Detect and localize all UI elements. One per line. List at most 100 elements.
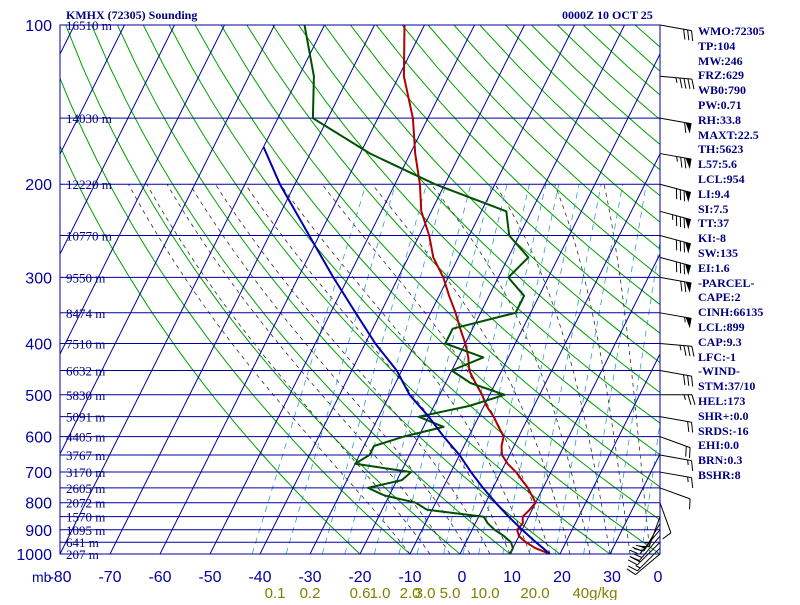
- moist-adiabat: [322, 184, 550, 554]
- wind-barb-feather: [639, 546, 650, 547]
- index-line: PW:0.71: [698, 98, 765, 113]
- pressure-tick-label: 800: [25, 496, 52, 513]
- index-line: WMO:72305: [698, 24, 765, 39]
- temperature-tick-label: -10: [398, 569, 421, 586]
- wind-barb-flag: [685, 242, 691, 253]
- index-line: TP:104: [698, 39, 765, 54]
- wind-barb-feather: [692, 422, 693, 432]
- wind-barb-half-feather: [688, 477, 689, 482]
- pressure-tick-label: 100: [25, 18, 52, 35]
- wind-barb-feather: [688, 375, 689, 385]
- wind-barb: [660, 118, 692, 133]
- wind-barb-shaft: [660, 25, 692, 31]
- pressure-tick-label: 500: [25, 388, 52, 405]
- isotherm: [160, 25, 425, 554]
- moist-adiabat: [555, 184, 630, 554]
- wind-barb: [660, 343, 694, 356]
- index-line: CINH:66135: [698, 305, 765, 320]
- pressure-tick-label: 200: [25, 177, 52, 194]
- index-line: LFC:-1: [698, 350, 765, 365]
- isotherm: [210, 25, 475, 554]
- index-line: -PARCEL-: [698, 276, 765, 291]
- wind-barb-shaft: [660, 154, 692, 160]
- wind-barb-feather: [630, 557, 640, 561]
- wind-barb-feather: [692, 346, 694, 356]
- wind-barb: [660, 313, 692, 328]
- index-line: FRZ:629: [698, 68, 765, 83]
- wind-barb-feather: [692, 395, 695, 405]
- wind-barb-feather: [688, 346, 690, 356]
- mixing-ratio-line: [641, 184, 693, 554]
- wind-barb-feather: [684, 78, 686, 88]
- height-label: 12220 m: [66, 177, 112, 192]
- dry-adiabat: [117, 25, 560, 554]
- wind-barb-feather: [680, 78, 682, 88]
- wind-barb-feather: [685, 282, 686, 292]
- moist-adiabat: [604, 184, 650, 554]
- temperature-tick-label: 0: [654, 569, 663, 586]
- wind-barb-shaft: [660, 184, 691, 192]
- wind-barb-feather: [692, 478, 693, 488]
- index-line: -WIND-: [698, 364, 765, 379]
- pressure-tick-label: 600: [25, 430, 52, 447]
- temperature-tick-label: -20: [348, 569, 371, 586]
- wind-barb-feather: [690, 499, 691, 509]
- wind-barb-flag: [686, 123, 692, 134]
- wind-barb-half-feather: [685, 317, 686, 322]
- wind-barb: [660, 417, 693, 433]
- pressure-tick-label: 300: [25, 270, 52, 287]
- wind-barb-feather: [685, 158, 686, 168]
- wind-barb-shaft: [660, 417, 692, 423]
- index-line: HEL:173: [698, 394, 765, 409]
- index-line: RH:33.8: [698, 113, 765, 128]
- wind-barb: [660, 277, 692, 292]
- isotherm: [0, 25, 25, 554]
- index-line: WB0:790: [698, 83, 765, 98]
- wind-barb-feather: [627, 569, 636, 575]
- wind-barb: [660, 211, 691, 229]
- wind-barb-shaft: [660, 437, 690, 448]
- moist-adiabat: [167, 184, 450, 554]
- wind-barb-feather: [685, 123, 686, 133]
- temperature-tick-label: 0: [458, 569, 467, 586]
- mixing-ratio-label: 10.0: [470, 585, 499, 600]
- wind-barb-half-feather: [680, 345, 681, 350]
- wind-barb-shaft: [660, 343, 692, 346]
- wind-barb: [660, 503, 671, 539]
- pressure-tick-label: 400: [25, 336, 52, 353]
- wind-barb-feather: [686, 446, 687, 456]
- index-line: CAP:9.3: [698, 335, 765, 350]
- mixing-ratio-label: 3.0: [415, 585, 436, 600]
- height-label: 4405 m: [66, 430, 105, 445]
- wind-barb-flag: [686, 282, 692, 293]
- wind-barb-feather: [690, 448, 691, 458]
- mixing-ratio-label: 5.0: [440, 585, 461, 600]
- mixing-ratio-label: 0.1: [265, 585, 286, 600]
- wind-barb-shaft: [660, 503, 671, 533]
- wind-barb-shaft: [660, 118, 692, 124]
- wind-barb-flag: [685, 264, 691, 275]
- height-label: 5091 m: [66, 410, 105, 425]
- mixing-ratio-label: 0.6: [350, 585, 371, 600]
- isotherm: [410, 25, 675, 554]
- wind-barb-feather: [692, 79, 694, 89]
- index-line: SHR+:0.0: [698, 409, 765, 424]
- parcel-trace: [264, 147, 551, 554]
- wind-barb-feather: [681, 157, 682, 167]
- wind-barb: [660, 184, 691, 202]
- height-label: 6632 m: [66, 364, 105, 379]
- height-label: 2072 m: [66, 496, 105, 511]
- wind-barb-shaft: [660, 472, 692, 478]
- wind-barb-half-feather: [676, 78, 677, 83]
- index-line: SW:135: [698, 246, 765, 261]
- pressure-tick-label: 1000: [16, 547, 52, 564]
- wind-barb-feather: [688, 30, 689, 40]
- wind-barb-half-feather: [688, 460, 689, 465]
- height-label: 3170 m: [66, 465, 105, 480]
- isotherm: [0, 25, 125, 554]
- wind-barb-feather: [684, 375, 685, 385]
- temperature-tick-label: -50: [198, 569, 221, 586]
- temperature-tick-label: -60: [148, 569, 171, 586]
